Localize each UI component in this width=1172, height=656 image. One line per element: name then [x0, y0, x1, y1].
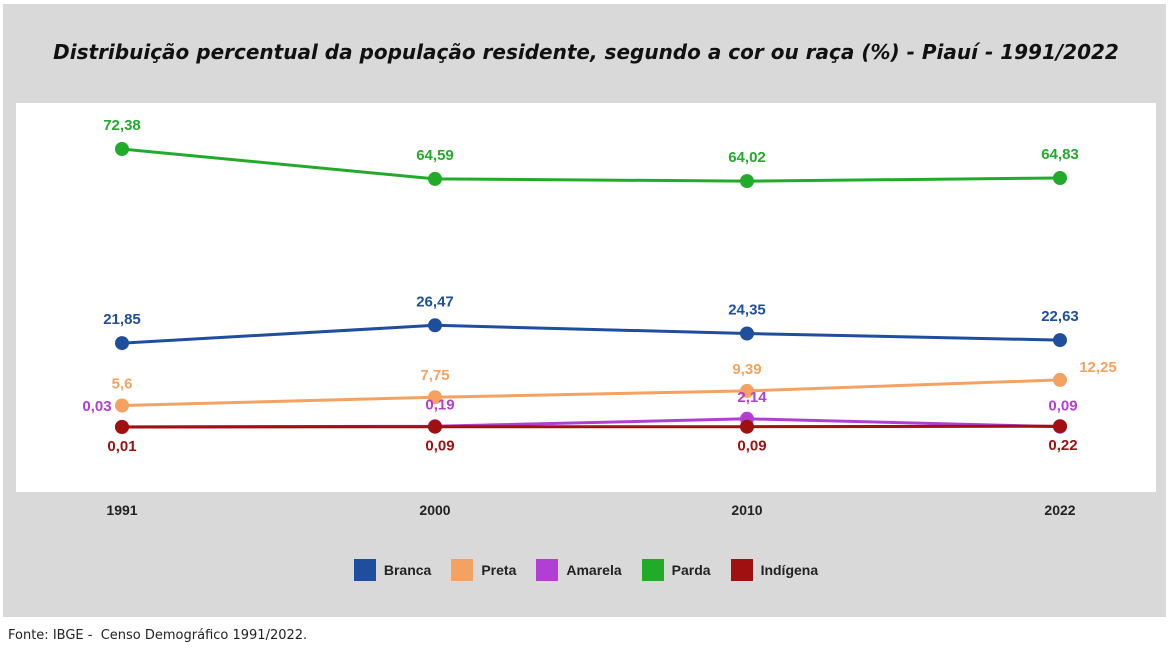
series-preta-line — [121, 378, 1061, 407]
series-parda-data-label: 64,83 — [1041, 146, 1079, 163]
legend-label: Indígena — [760, 562, 819, 578]
series-indigena-data-label: 0,22 — [1048, 437, 1077, 454]
legend-swatch — [536, 559, 559, 581]
legend-item-preta: Preta — [451, 559, 516, 581]
series-amarela-data-label: 0,09 — [1048, 398, 1077, 415]
series-indigena-point — [428, 419, 442, 434]
x-tick-label: 2022 — [1044, 502, 1075, 518]
legend-label: Amarela — [566, 562, 622, 578]
series-branca-data-label: 22,63 — [1041, 308, 1079, 325]
series-parda-data-label: 64,02 — [728, 149, 766, 166]
plot-area — [16, 103, 1156, 492]
series-preta-point — [1053, 372, 1067, 387]
series-branca-data-label: 24,35 — [728, 302, 766, 319]
series-indigena-point — [115, 420, 129, 434]
legend-label: Preta — [481, 562, 517, 578]
legend-item-branca: Branca — [353, 559, 432, 581]
series-preta-data-label: 12,25 — [1079, 359, 1117, 376]
series-indigena-point — [740, 419, 754, 434]
series-indigena-point — [1053, 419, 1067, 434]
series-branca-data-label: 21,85 — [103, 311, 141, 328]
series-parda-line — [121, 147, 1061, 183]
legend-swatch — [641, 559, 664, 581]
series-preta-data-label: 7,75 — [420, 367, 449, 384]
series-branca-line — [121, 323, 1061, 345]
legend-item-indigena: Indígena — [730, 559, 819, 581]
legend-item-amarela: Amarela — [536, 559, 622, 581]
series-preta-data-label: 9,39 — [732, 361, 761, 378]
series-branca-point — [428, 318, 442, 333]
chart-legend: Branca Preta Amarela Parda Indígena — [0, 559, 1172, 581]
legend-swatch — [451, 559, 474, 581]
series-preta-data-label: 5,6 — [112, 376, 133, 393]
legend-swatch — [730, 559, 753, 581]
x-tick-label: 1991 — [106, 502, 137, 518]
legend-label: Parda — [671, 562, 711, 578]
series-branca-data-label: 26,47 — [416, 293, 454, 310]
series-indigena-data-label: 0,09 — [425, 438, 454, 455]
chart-title: Distribuição percentual da população res… — [53, 40, 1119, 64]
series-parda-point — [1053, 171, 1067, 185]
series-parda-data-label: 72,38 — [103, 117, 141, 134]
series-parda-point — [115, 142, 129, 156]
series-parda-data-label: 64,59 — [416, 147, 454, 164]
legend-label: Branca — [383, 562, 432, 578]
series-indigena-data-label: 0,09 — [737, 438, 766, 455]
x-tick-label: 2000 — [419, 502, 450, 518]
series-branca-point — [1053, 333, 1067, 348]
series-parda-point — [740, 174, 754, 189]
legend-swatch — [353, 559, 376, 581]
series-branca-point — [740, 326, 754, 341]
legend-item-parda: Parda — [641, 559, 711, 581]
series-preta-point — [428, 390, 442, 405]
series-preta-point — [740, 383, 754, 398]
series-parda-point — [428, 171, 442, 186]
series-indigena-line — [121, 424, 1061, 429]
series-amarela-data-label: 0,19 — [425, 396, 454, 413]
series-indigena-data-label: 0,01 — [107, 438, 136, 455]
series-amarela-data-label: 0,03 — [82, 398, 111, 415]
x-tick-label: 2010 — [731, 502, 762, 518]
series-preta-point — [115, 398, 129, 413]
source-note: Fonte: IBGE - Censo Demográfico 1991/202… — [8, 628, 308, 643]
series-amarela-data-label: 2,14 — [737, 389, 767, 406]
series-branca-point — [115, 336, 129, 351]
